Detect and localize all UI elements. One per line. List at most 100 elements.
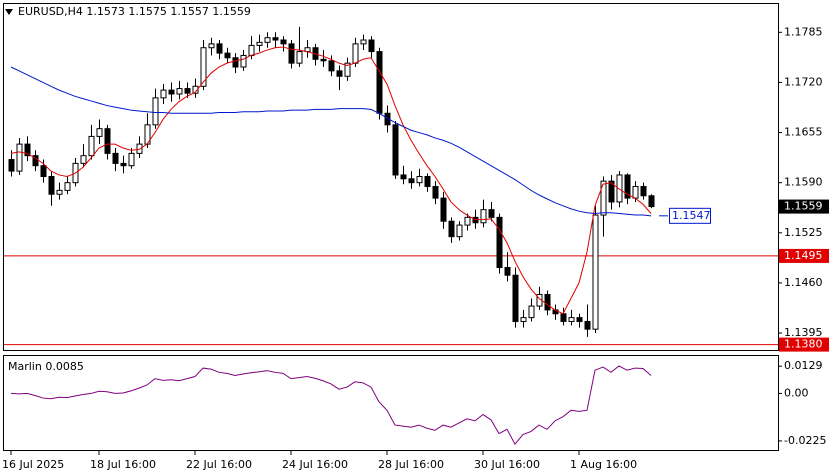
candle-body xyxy=(512,274,519,322)
candle-body xyxy=(248,44,255,56)
candle-body xyxy=(80,155,87,164)
x-tick-label: 1 Aug 16:00 xyxy=(570,458,637,471)
candle-body xyxy=(208,43,215,49)
candle-body xyxy=(240,54,247,68)
candle-body xyxy=(184,88,191,94)
candle-body xyxy=(64,182,71,191)
x-tick-label: 30 Jul 16:00 xyxy=(474,458,540,471)
candle-body xyxy=(496,216,503,268)
x-tick-label: 16 Jul 2025 xyxy=(2,458,64,471)
x-tick-label: 22 Jul 16:00 xyxy=(186,458,252,471)
level-label: 1.1495 xyxy=(784,249,823,262)
candle-body xyxy=(288,43,295,64)
candle-body xyxy=(600,180,607,216)
candle-body xyxy=(648,195,655,208)
candle-body xyxy=(344,62,351,77)
candle-body xyxy=(408,178,415,184)
level-label: 1.1380 xyxy=(784,338,823,351)
candle-body xyxy=(40,165,47,177)
candle-body xyxy=(336,70,343,77)
moving-average xyxy=(10,46,652,315)
candle-body xyxy=(616,174,623,203)
y-tick-label: 0.00 xyxy=(784,386,809,399)
x-tick-label: 28 Jul 16:00 xyxy=(378,458,444,471)
price-label: 1.1559 xyxy=(784,200,823,213)
candle-body xyxy=(104,128,111,154)
y-tick-label: 1.1785 xyxy=(784,25,823,38)
y-tick-label: 1.1720 xyxy=(784,75,823,88)
candle-body xyxy=(280,39,287,45)
y-tick-label: 1.1525 xyxy=(784,226,823,239)
indicator-frame xyxy=(3,355,779,451)
candle-body xyxy=(440,197,447,222)
candle-body xyxy=(176,88,183,95)
x-tick-label: 24 Jul 16:00 xyxy=(282,458,348,471)
candle-body xyxy=(528,305,535,319)
candle-body xyxy=(592,214,599,330)
candle-body xyxy=(392,124,399,176)
y-tick-label: 1.1590 xyxy=(784,176,823,189)
candle-body xyxy=(608,180,615,203)
candle-body xyxy=(120,162,127,167)
price-label-box xyxy=(779,199,829,214)
candle-body xyxy=(504,266,511,276)
candle-body xyxy=(448,220,455,238)
candle-body xyxy=(272,37,279,41)
y-tick-label: 1.1395 xyxy=(784,326,823,339)
candle-body xyxy=(232,57,239,68)
candle-body xyxy=(376,51,383,114)
candle-body xyxy=(360,39,367,45)
candle-body xyxy=(328,60,335,72)
candle-body xyxy=(400,174,407,180)
level-label-box xyxy=(779,337,829,352)
candle-body xyxy=(624,174,631,199)
candle-body xyxy=(256,41,263,46)
candle-body xyxy=(544,293,551,311)
candle-body xyxy=(168,89,175,95)
candle-body xyxy=(520,317,527,322)
candle-body xyxy=(296,51,303,64)
candle-body xyxy=(192,85,199,94)
candle-body xyxy=(456,224,463,238)
candle-body xyxy=(48,176,55,195)
candle-body xyxy=(112,152,119,164)
candle-body xyxy=(320,58,327,62)
ma-label-box xyxy=(669,207,711,224)
candle-body xyxy=(352,43,359,64)
candle-body xyxy=(384,112,391,126)
candle-body xyxy=(584,320,591,330)
candle-body xyxy=(264,37,271,43)
candle-body xyxy=(464,216,471,226)
indicator-line xyxy=(10,365,652,445)
candle-body xyxy=(568,317,575,322)
candle-body xyxy=(216,43,223,54)
candle-body xyxy=(56,189,63,195)
y-tick-label: 1.1655 xyxy=(784,126,823,139)
candle-body xyxy=(432,186,439,199)
y-tick-label: 1.1460 xyxy=(784,276,823,289)
candle-body xyxy=(128,152,135,167)
candle-body xyxy=(160,89,167,99)
main-frame xyxy=(3,3,779,351)
candle-body xyxy=(560,313,567,322)
candle-body xyxy=(224,52,231,59)
candle-body xyxy=(488,209,495,218)
indicator-title: Marlin 0.0085 xyxy=(8,360,84,373)
candle-body xyxy=(16,143,23,172)
candle-body xyxy=(576,317,583,322)
moving-average xyxy=(10,66,652,217)
y-tick-label: -0.0225 xyxy=(784,434,826,447)
ma-label: 1.1547 xyxy=(672,209,711,222)
candle-body xyxy=(640,186,647,197)
y-tick-label: 0.0129 xyxy=(784,359,823,372)
candle-body xyxy=(632,186,639,199)
candle-body xyxy=(24,143,31,157)
candle-body xyxy=(8,159,15,172)
candle-body xyxy=(368,39,375,53)
candle-body xyxy=(416,176,423,184)
candle-body xyxy=(32,155,39,167)
menu-arrow[interactable] xyxy=(5,9,13,15)
candle-body xyxy=(96,128,103,137)
